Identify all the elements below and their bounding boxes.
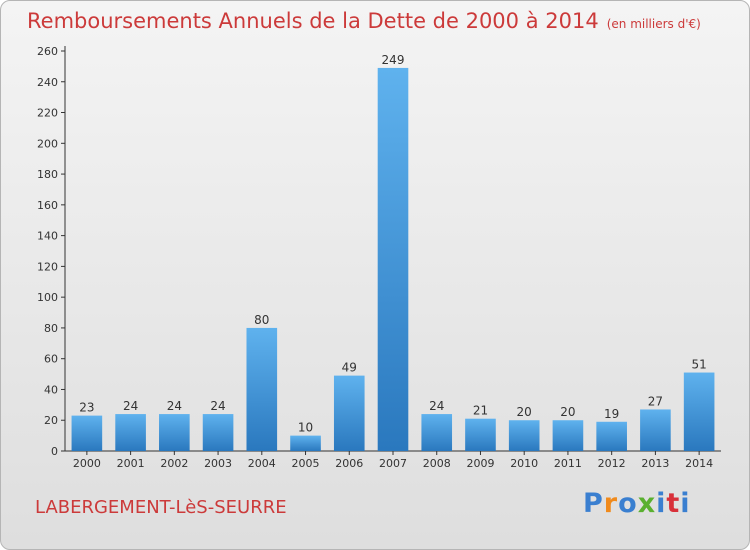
y-tick-label: 160 [37, 199, 58, 212]
logo-letter: o [618, 488, 638, 519]
bar [377, 67, 409, 451]
y-tick-label: 80 [44, 322, 58, 335]
data-label: 24 [429, 399, 444, 413]
y-tick-label: 40 [44, 383, 58, 396]
y-tick-label: 100 [37, 291, 58, 304]
data-label: 20 [517, 405, 532, 419]
x-tick-label: 2004 [248, 457, 276, 470]
bar [71, 415, 103, 451]
y-tick-label: 180 [37, 168, 58, 181]
y-tick-label: 220 [37, 107, 58, 120]
x-tick-label: 2001 [117, 457, 145, 470]
bar [508, 420, 540, 451]
data-label: 21 [473, 404, 488, 418]
y-tick-label: 120 [37, 260, 58, 273]
data-label: 49 [342, 361, 357, 375]
bar [421, 414, 453, 451]
bar [290, 435, 321, 451]
data-label: 80 [254, 313, 269, 327]
bar [159, 414, 190, 451]
logo-letter: r [603, 488, 619, 519]
data-label: 24 [167, 399, 182, 413]
y-tick-label: 240 [37, 76, 58, 89]
logo-letter: i [680, 488, 691, 519]
data-label: 249 [382, 53, 405, 67]
y-tick-label: 0 [51, 445, 58, 458]
bar [683, 372, 715, 451]
bar [596, 421, 627, 451]
proxiti-logo: Proxiti [583, 488, 691, 519]
x-tick-label: 2012 [598, 457, 626, 470]
data-label: 24 [210, 399, 225, 413]
logo-letter: t [666, 488, 681, 519]
y-tick-label: 60 [44, 353, 58, 366]
bar [202, 414, 234, 451]
x-tick-label: 2006 [335, 457, 363, 470]
y-tick-label: 20 [44, 414, 58, 427]
data-label: 10 [298, 421, 313, 435]
logo-letter: x [637, 488, 657, 519]
data-label: 51 [691, 358, 706, 372]
data-label: 23 [79, 401, 94, 415]
bar [246, 327, 278, 451]
city-name: LABERGEMENT-LèS-SEURRE [35, 497, 287, 518]
data-label: 20 [560, 405, 575, 419]
bar [465, 418, 496, 451]
x-tick-label: 2013 [641, 457, 669, 470]
x-tick-label: 2003 [204, 457, 232, 470]
x-tick-label: 2002 [160, 457, 188, 470]
chart-subtitle: (en milliers d'€) [606, 17, 701, 31]
logo-letter: P [583, 488, 604, 519]
y-tick-label: 260 [37, 45, 58, 58]
x-tick-label: 2007 [379, 457, 407, 470]
bar [333, 375, 365, 451]
data-label: 27 [648, 394, 663, 408]
x-tick-label: 2005 [292, 457, 320, 470]
bar [640, 409, 671, 451]
title-text: Remboursements Annuels de la Dette de 20… [27, 9, 599, 33]
bar [115, 414, 146, 451]
x-tick-label: 2011 [554, 457, 582, 470]
y-tick-label: 200 [37, 137, 58, 150]
x-tick-label: 2009 [466, 457, 494, 470]
chart-title: Remboursements Annuels de la Dette de 20… [27, 9, 701, 33]
x-tick-label: 2010 [510, 457, 538, 470]
data-label: 19 [604, 407, 619, 421]
y-tick-label: 140 [37, 230, 58, 243]
data-label: 24 [123, 399, 138, 413]
x-tick-label: 2000 [73, 457, 101, 470]
bar [552, 420, 584, 451]
x-tick-label: 2008 [423, 457, 451, 470]
logo-letter: i [656, 488, 667, 519]
x-tick-label: 2014 [685, 457, 713, 470]
